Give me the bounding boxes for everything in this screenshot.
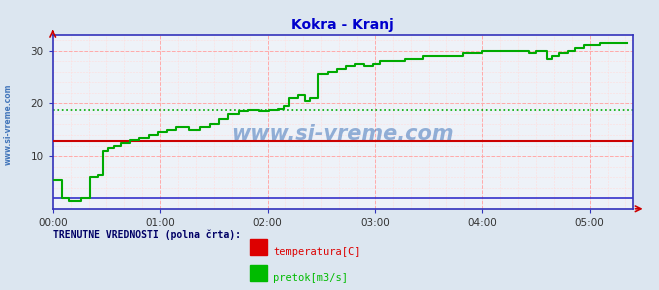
Text: pretok[m3/s]: pretok[m3/s] — [273, 273, 349, 283]
Text: TRENUTNE VREDNOSTI (polna črta):: TRENUTNE VREDNOSTI (polna črta): — [53, 229, 241, 240]
Title: Kokra - Kranj: Kokra - Kranj — [291, 18, 394, 32]
Text: www.si-vreme.com: www.si-vreme.com — [231, 124, 454, 144]
Text: temperatura[C]: temperatura[C] — [273, 247, 361, 257]
Text: www.si-vreme.com: www.si-vreme.com — [3, 84, 13, 166]
